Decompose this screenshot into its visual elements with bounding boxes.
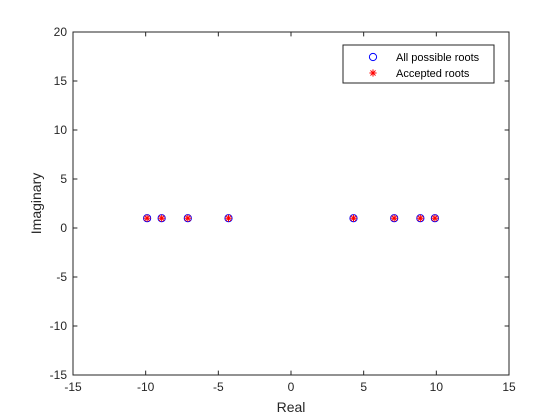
y-tick-label: -15 [50,368,68,382]
legend: All possible roots Accepted roots [342,44,495,84]
axis-ticks: -15 -10 -5 0 5 10 15 -15 -10 -5 0 5 10 15 20 [50,25,516,394]
point-accepted-root [416,214,424,222]
legend-asterisk-marker [369,69,377,77]
point-accepted-root [349,214,358,222]
x-tick-label: -5 [213,380,224,394]
point-accepted-root [390,214,398,222]
y-tick-label: -5 [56,270,67,284]
x-tick-label: 0 [288,380,295,394]
x-tick-label: -15 [64,380,82,394]
legend-box [342,44,495,84]
x-axis-label: Real [277,399,306,415]
x-tick-label: 10 [430,380,444,394]
plot-area [72,31,510,376]
y-tick-label: 5 [60,172,67,186]
point-accepted-root [143,214,151,222]
x-tick-label: -10 [137,380,155,394]
legend-label-all-possible-roots: All possible roots [396,52,480,64]
x-tick-label: 15 [502,380,516,394]
y-tick-label: 15 [54,74,68,88]
y-tick-label: 10 [54,123,68,137]
point-accepted-root [158,214,166,222]
legend-label-accepted-roots: Accepted roots [396,68,470,80]
y-tick-label: -10 [50,319,68,333]
data-points [143,214,439,223]
point-accepted-root [431,214,439,222]
legend-marker-all-possible-roots [368,52,378,62]
legend-marker-accepted-roots [369,69,377,77]
y-tick-label: 0 [60,221,67,235]
x-tick-label: 5 [360,380,367,394]
y-tick-label: 20 [54,25,68,39]
y-axis-label: Imaginary [28,173,44,234]
legend-circle-marker [368,52,378,62]
point-accepted-root [184,214,192,222]
point-accepted-root [224,214,233,222]
